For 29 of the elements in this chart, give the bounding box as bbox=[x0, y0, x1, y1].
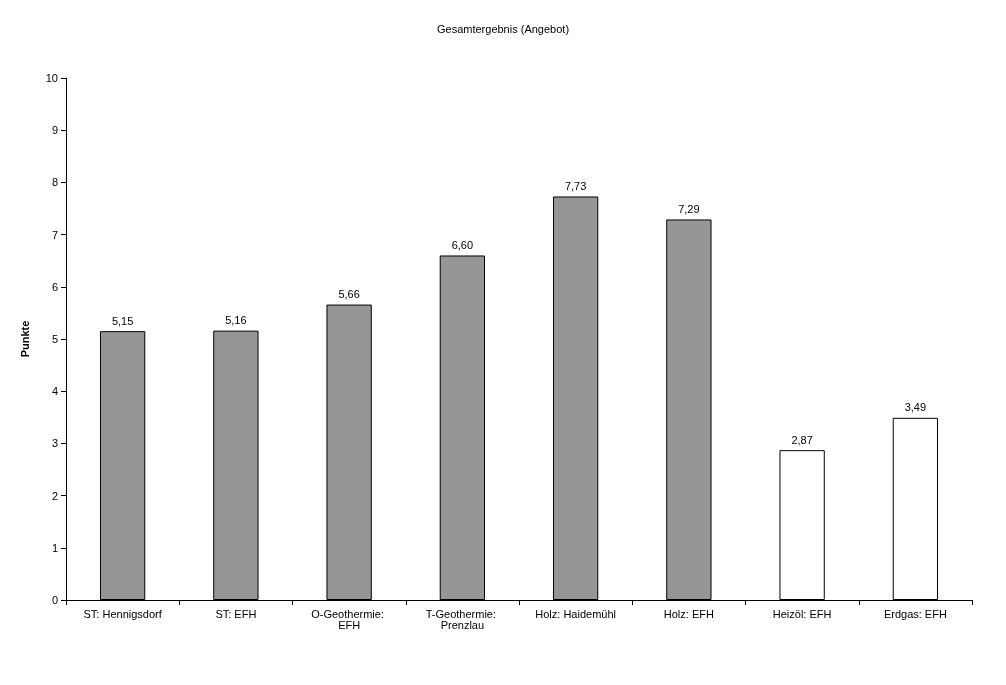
y-axis-title: Punkte bbox=[18, 320, 31, 358]
data-label: 7,73 bbox=[564, 179, 587, 192]
x-tick-label: ST: Hennigsdorf bbox=[83, 607, 163, 620]
data-label: 6,60 bbox=[451, 238, 474, 251]
x-tick-label: ST: EFH bbox=[215, 607, 257, 620]
y-tick-label: 4 bbox=[51, 385, 58, 398]
y-tick-label: 10 bbox=[45, 72, 58, 84]
chart-title: Gesamtergebnis (Angebot) bbox=[436, 22, 570, 35]
y-tick-label: 8 bbox=[51, 176, 58, 189]
data-label: 5,16 bbox=[225, 314, 247, 327]
x-tick-label: Erdgas: EFH bbox=[883, 607, 947, 620]
x-tick-label: T-Geothermie: Prenzlau bbox=[425, 607, 500, 631]
y-tick-label: 9 bbox=[51, 124, 58, 137]
x-tick-label: O-Geothermie: EFH bbox=[311, 607, 388, 631]
y-tick-label: 5 bbox=[51, 333, 58, 345]
y-tick-label: 2 bbox=[51, 489, 58, 502]
y-tick-label: 1 bbox=[51, 541, 58, 554]
y-tick-label: 0 bbox=[51, 594, 58, 606]
data-label: 2,87 bbox=[791, 433, 813, 446]
x-tick-label: Holz: Haidemühl bbox=[535, 607, 616, 620]
y-tick-label: 6 bbox=[51, 280, 58, 293]
data-label: 5,15 bbox=[111, 314, 134, 327]
data-label: 5,66 bbox=[338, 288, 360, 301]
y-tick-label: 3 bbox=[51, 437, 58, 450]
data-label: 7,29 bbox=[678, 202, 700, 215]
y-tick-label: 7 bbox=[51, 228, 58, 241]
x-tick-label: Holz: EFH bbox=[663, 607, 714, 620]
x-tick-label: Heizöl: EFH bbox=[772, 607, 832, 620]
data-label: 3,49 bbox=[904, 401, 927, 414]
